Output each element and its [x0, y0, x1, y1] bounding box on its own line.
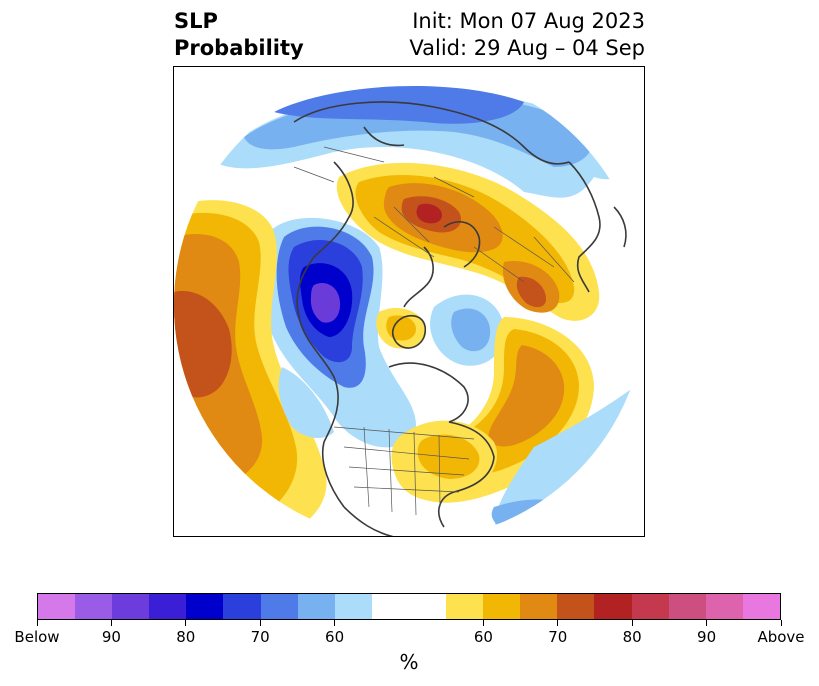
- colorbar-segment: [38, 594, 76, 619]
- colorbar-segment: [668, 594, 706, 619]
- colorbar-segment: [260, 594, 298, 619]
- colorbar-segment: [446, 594, 484, 619]
- colorbar-tick-label: 90: [697, 628, 717, 646]
- polar-map: [173, 66, 645, 537]
- political-borders: [293, 146, 575, 516]
- above-75-pacific: [174, 291, 232, 398]
- colorbar-segment: [112, 594, 150, 619]
- colorbar-tick: [36, 620, 38, 626]
- colorbar-tick: [259, 620, 261, 626]
- colorbar-unit-label: %: [399, 650, 419, 674]
- colorbar-segment: [631, 594, 669, 619]
- colorbar-tick: [110, 620, 112, 626]
- above-75-ural: [516, 276, 546, 308]
- colorbar-tick-label: 90: [101, 628, 121, 646]
- colorbar-tick-label: 70: [250, 628, 270, 646]
- colorbar-tick: [631, 620, 633, 626]
- below-core-canada: [310, 282, 341, 323]
- valid-date: Valid: 29 Aug – 04 Sep: [409, 36, 645, 60]
- colorbar-tick-label: 60: [473, 628, 493, 646]
- colorbar: [37, 593, 781, 620]
- above-65-greenland: [386, 315, 416, 341]
- date-title: Init: Mon 07 Aug 2023 Valid: 29 Aug – 04…: [409, 8, 645, 62]
- map-canvas: [174, 69, 644, 536]
- colorbar-tick-label: Below: [14, 628, 60, 646]
- colorbar-tick: [557, 620, 559, 626]
- colorbar-segment: [75, 594, 113, 619]
- colorbar-segment: [334, 594, 372, 619]
- colorbar-segment: [223, 594, 261, 619]
- colorbar-segment: [742, 594, 780, 619]
- colorbar-segment: [371, 594, 409, 619]
- colorbar-segment: [408, 594, 447, 619]
- colorbar-segment: [186, 594, 224, 619]
- colorbar-tick: [482, 620, 484, 626]
- colorbar-tick: [706, 620, 708, 626]
- colorbar-segment: [594, 594, 632, 619]
- colorbar-segment: [483, 594, 521, 619]
- colorbar-tick-label: 80: [622, 628, 642, 646]
- colorbar-tick-label: 60: [325, 628, 345, 646]
- colorbar-tick: [780, 620, 782, 626]
- colorbar-tick-label: Above: [757, 628, 805, 646]
- colorbar-tick: [334, 620, 336, 626]
- colorbar-segment: [705, 594, 743, 619]
- variable-title-line2: Probability: [174, 36, 304, 60]
- colorbar-segment: [149, 594, 187, 619]
- above-70-atlantic: [488, 345, 565, 447]
- colorbar-tick-label: 80: [176, 628, 196, 646]
- above-80-europe: [416, 203, 442, 224]
- colorbar-tick: [185, 620, 187, 626]
- variable-title: SLP Probability: [174, 8, 304, 62]
- below-70-arctic: [451, 308, 491, 352]
- colorbar-segment: [297, 594, 335, 619]
- variable-title-line1: SLP: [174, 9, 218, 33]
- colorbar-segment: [520, 594, 558, 619]
- init-date: Init: Mon 07 Aug 2023: [412, 9, 645, 33]
- colorbar-segment: [557, 594, 595, 619]
- colorbar-tick-label: 70: [548, 628, 568, 646]
- below-60-north-pacific: [278, 367, 334, 439]
